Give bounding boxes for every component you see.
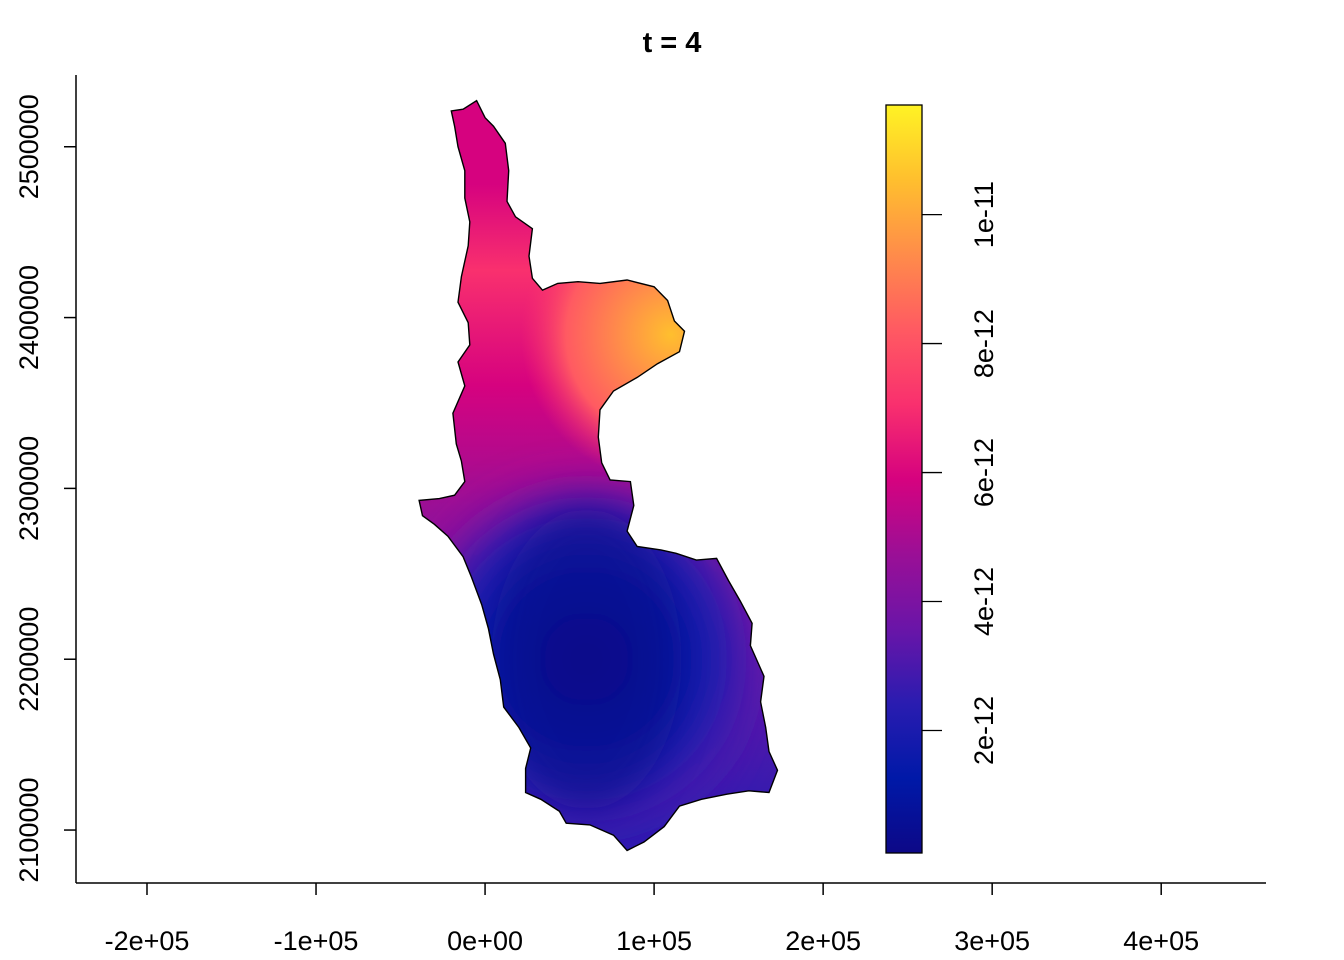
y-tick-label: 2300000 <box>14 436 44 541</box>
basin-boundary <box>418 99 779 852</box>
legend-color-bar <box>885 104 923 854</box>
legend-tick-label: 6e-12 <box>969 438 999 507</box>
raster-layer <box>419 100 778 851</box>
raster-low-core <box>491 509 682 810</box>
y-tick-label: 2100000 <box>14 777 44 882</box>
x-tick-label: 4e+05 <box>1123 926 1199 956</box>
legend-tick-label: 4e-12 <box>969 567 999 636</box>
x-tick-label: -1e+05 <box>274 926 359 956</box>
x-tick-label: 1e+05 <box>616 926 692 956</box>
y-tick-label: 2400000 <box>14 265 44 370</box>
x-tick-label: -2e+05 <box>105 926 190 956</box>
color-legend: 2e-12 4e-12 6e-12 8e-12 1e-11 <box>885 104 999 854</box>
x-tick-label: 2e+05 <box>785 926 861 956</box>
legend-tick-label: 2e-12 <box>969 696 999 765</box>
axes: -2e+05 -1e+05 0e+00 1e+05 2e+05 3e+05 4e+05 210… <box>14 75 1266 956</box>
legend-tick-label: 1e-11 <box>969 181 999 248</box>
y-tick-label: 2200000 <box>14 607 44 712</box>
y-tick-label: 2500000 <box>14 94 44 199</box>
raster-high-zone <box>521 184 778 485</box>
x-tick-label: 3e+05 <box>954 926 1030 956</box>
x-tick-label: 0e+00 <box>447 926 523 956</box>
legend-tick-label: 8e-12 <box>969 309 999 378</box>
chart-title: t = 4 <box>643 27 702 59</box>
